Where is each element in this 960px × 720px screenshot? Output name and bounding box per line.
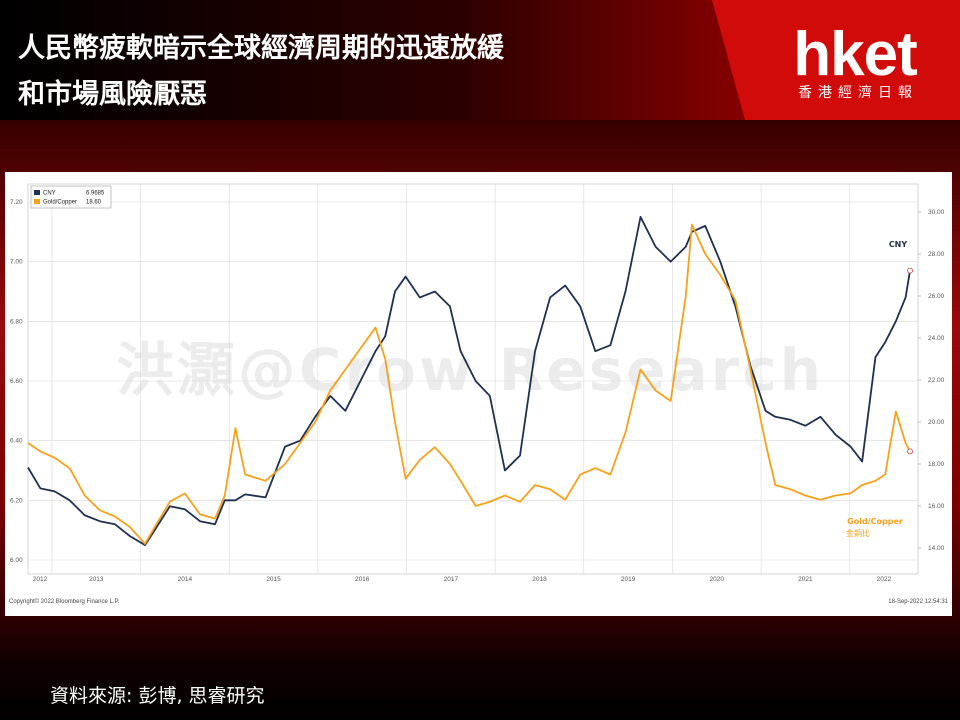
y2-tick-label: 20.00 — [928, 419, 945, 426]
legend-label: Gold/Copper — [43, 200, 77, 206]
timestamp: 18-Sep-2022 12:54:31 — [888, 599, 948, 605]
legend-value: 6.9685 — [86, 191, 105, 197]
x-tick-label: 2018 — [532, 576, 547, 583]
y-tick-label: 6.00 — [10, 557, 23, 564]
y-tick-label: 6.40 — [10, 438, 23, 445]
y-tick-label: 6.80 — [10, 318, 23, 325]
y-tick-label: 6.60 — [10, 378, 23, 385]
plot-frame — [27, 183, 919, 575]
annotation: 金銅比 — [846, 528, 870, 538]
y-tick-label: 6.20 — [10, 497, 23, 504]
x-tick-label: 2014 — [178, 576, 193, 583]
series-line — [27, 216, 911, 546]
title-line: 和市場風險厭惡 — [18, 78, 207, 110]
logo: hket — [793, 20, 917, 89]
x-tick-label: 2022 — [877, 576, 892, 583]
x-tick-label: 2021 — [798, 576, 813, 583]
x-tick-label: 2016 — [355, 576, 370, 583]
x-tick-label: 2015 — [266, 576, 281, 583]
legend-label: CNY — [43, 191, 56, 197]
logo-subtitle: 香港經濟日報 — [798, 85, 918, 101]
legend-box — [30, 185, 112, 209]
x-tick-label: 2017 — [444, 576, 459, 583]
watermark: 洪灝@Crow Research — [116, 336, 824, 404]
title-line: 人民幣疲軟暗示全球經濟周期的迅速放緩 — [18, 32, 505, 64]
y2-tick-label: 30.00 — [928, 209, 945, 216]
source: 資料來源: 彭博, 思睿研究 — [50, 685, 265, 707]
annotation: CNY — [889, 240, 908, 249]
y-tick-label: 7.20 — [10, 199, 23, 206]
y2-tick-label: 18.00 — [928, 461, 945, 468]
end-marker — [907, 267, 913, 274]
annotation: Gold/Copper — [847, 517, 903, 526]
y2-tick-label: 14.00 — [928, 545, 945, 552]
x-tick-label: 2020 — [710, 576, 725, 583]
title-banner — [0, 0, 760, 120]
series-line — [27, 223, 911, 545]
y2-tick-label: 24.00 — [928, 335, 945, 342]
x-tick-label: 2012 — [33, 576, 48, 583]
logo-banner — [712, 0, 960, 120]
y-tick-label: 7.00 — [10, 259, 23, 266]
legend-value: 18.60 — [86, 200, 102, 206]
x-tick-label: 2013 — [89, 576, 104, 583]
legend-swatch — [34, 199, 40, 204]
x-tick-label: 2019 — [621, 576, 636, 583]
chart: 洪灝@Crow Research 6.00 6.20 6.40 6.60 6.80 7.00… — [9, 183, 949, 605]
y2-tick-label: 26.00 — [928, 293, 945, 300]
y2-tick-label: 16.00 — [928, 503, 945, 510]
legend-swatch — [34, 190, 40, 195]
copyright: Copyright© 2022 Bloomberg Finance L.P. — [9, 598, 120, 605]
y2-tick-label: 22.00 — [928, 377, 945, 384]
y2-tick-label: 28.00 — [928, 251, 945, 258]
chart-panel — [5, 172, 952, 616]
end-marker — [907, 448, 913, 455]
